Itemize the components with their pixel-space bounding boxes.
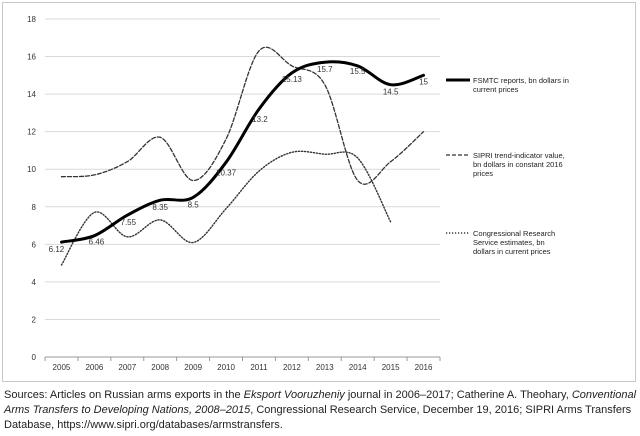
data-label: 8.35 [152, 203, 168, 212]
x-tick-label: 2012 [283, 363, 301, 372]
y-tick-label: 16 [27, 53, 36, 62]
source-prefix: Sources: Articles on Russian arms export… [4, 389, 244, 401]
x-tick-label: 2014 [349, 363, 367, 372]
data-labels: 6.12 6.46 7.55 8.35 8.5 10.37 13.2 15.13 15.7 15.… [49, 65, 429, 254]
data-label: 15 [419, 77, 428, 86]
legend-label: FSMTC reports, bn dollars in current pric… [473, 76, 569, 94]
x-tick-label: 2011 [250, 363, 268, 372]
x-tick-label: 2010 [217, 363, 235, 372]
y-tick-label: 4 [32, 278, 37, 287]
y-axis: 0 2 4 6 8 10 12 14 16 18 [27, 15, 36, 362]
series-line-dotted [60, 150, 392, 266]
source-note: Sources: Articles on Russian arms export… [4, 388, 638, 433]
source-tail: , Congressional Research Service, Decemb… [4, 404, 632, 431]
x-tick-label: 2006 [85, 363, 103, 372]
x-axis: 2005 2006 2007 2008 2009 2010 2011 2012 2013 2014… [44, 357, 441, 372]
x-tick-label: 2016 [415, 363, 433, 372]
y-tick-label: 8 [32, 203, 37, 212]
source-mid: journal in 2006–2017; Catherine A. Theoh… [344, 389, 572, 401]
series-lines [60, 46, 425, 266]
legend: FSMTC reports, bn dollars in current pric… [446, 76, 569, 256]
data-label: 15.13 [282, 75, 303, 84]
source-journal: Eksport Vooruzheniy [243, 389, 345, 401]
legend-label: SIPRI trend-indicator value, bn dollars i… [473, 151, 565, 178]
data-label: 15.7 [317, 65, 333, 74]
data-label: 10.37 [216, 168, 237, 177]
legend-label: Congressional Research Service estimates,… [473, 229, 555, 256]
x-tick-label: 2015 [382, 363, 400, 372]
series-line-solid-thick [60, 60, 425, 244]
y-tick-label: 10 [27, 165, 36, 174]
x-tick-label: 2008 [151, 363, 169, 372]
y-tick-label: 14 [27, 90, 36, 99]
data-label: 7.55 [121, 218, 137, 227]
y-tick-label: 2 [32, 315, 37, 324]
x-tick-label: 2013 [316, 363, 334, 372]
x-tick-label: 2005 [53, 363, 71, 372]
data-label: 14.5 [383, 88, 399, 97]
data-label: 15.5 [350, 67, 366, 76]
data-label: 8.5 [188, 200, 200, 209]
data-label: 13.2 [252, 115, 268, 124]
y-tick-label: 6 [32, 240, 37, 249]
y-tick-label: 18 [27, 15, 36, 24]
data-label: 6.12 [49, 245, 65, 254]
y-tick-label: 12 [27, 128, 36, 137]
source-book: Conventional Arms Transfers to Developin… [4, 389, 637, 416]
data-label: 6.46 [89, 238, 105, 247]
x-tick-label: 2009 [184, 363, 202, 372]
chart-frame [2, 2, 636, 382]
line-chart: 0 2 4 6 8 10 12 14 16 18 2005 2006 2007 2008 2009 2010… [27, 15, 569, 372]
y-tick-label: 0 [32, 353, 37, 362]
series-line-dashed [60, 46, 425, 185]
x-tick-label: 2007 [118, 363, 136, 372]
